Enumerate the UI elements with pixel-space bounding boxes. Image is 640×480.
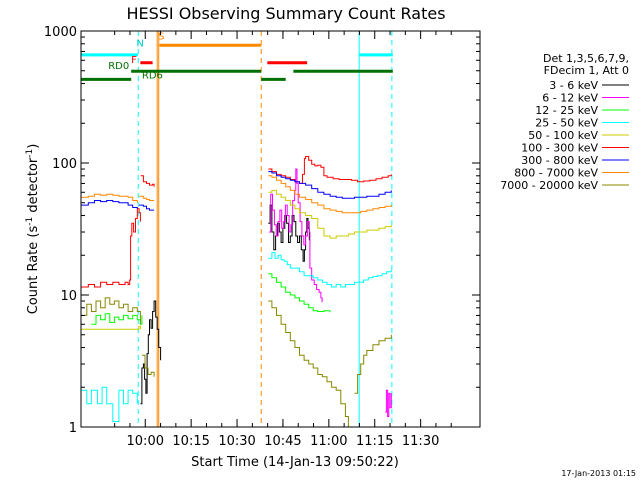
x-tick-label: 11:00	[310, 434, 347, 449]
series-line-8-0	[81, 297, 141, 325]
legend-entry-label: 12 - 25 keV	[535, 104, 598, 117]
series-line-5-2	[268, 156, 392, 184]
y-tick-label: 1000	[44, 25, 77, 40]
series-line-8-1	[141, 354, 155, 377]
x-tick-label: 10:00	[127, 434, 164, 449]
series-line-8-3	[354, 334, 392, 394]
flag-label-n: N	[136, 39, 143, 50]
x-tick-label: 10:30	[218, 434, 255, 449]
series-line-1-0	[268, 168, 323, 303]
legend-entry-label: 7000 - 20000 keV	[500, 179, 598, 192]
chart-title: HESSI Observing Summary Count Rates	[126, 4, 445, 23]
series-line-0-0	[140, 300, 162, 405]
axis-ticks: 10:00 10:15 10:30 10:45 11:00 11:15 11:30 1 10 10…	[44, 25, 480, 449]
series-line-6-1	[138, 204, 155, 211]
series-line-7-2	[268, 175, 392, 214]
legend-entry-label: 25 - 50 keV	[535, 117, 598, 130]
legend-entry-label: 6 - 12 keV	[542, 92, 598, 105]
legend-header-line: FDecim 1, Att 0	[544, 64, 629, 77]
flag-label-s: S	[158, 32, 164, 43]
series-line-5-0	[81, 208, 141, 288]
x-tick-label: 10:15	[172, 434, 209, 449]
legend-entry-label: 300 - 800 keV	[521, 154, 598, 167]
x-tick-label: 10:45	[264, 434, 301, 449]
legend-entry-label: 800 - 7000 keV	[514, 167, 598, 180]
series-line-7-0	[81, 193, 138, 203]
series-line-1-1	[385, 389, 392, 417]
plot-frame	[80, 30, 481, 428]
legend-header-line: Det 1,3,5,6,7,9,	[543, 52, 629, 65]
legend-entry-label: 3 - 6 keV	[549, 79, 598, 92]
flag-label-rd6: RD6	[142, 71, 163, 82]
series-line-3-0	[81, 386, 138, 422]
series-line-6-2	[268, 171, 392, 199]
series-line-4-1	[268, 189, 392, 239]
legend-entry-label: 50 - 100 keV	[528, 129, 598, 142]
series-line-2-0	[91, 313, 143, 325]
x-tick-label: 11:30	[402, 434, 439, 449]
legend-entry-label: 100 - 300 keV	[521, 142, 598, 155]
y-tick-label: 100	[52, 157, 77, 172]
series-line-2-1	[268, 273, 331, 313]
flag-label-rd0: RD0	[108, 61, 129, 72]
legend: Det 1,3,5,6,7,9,FDecim 1, Att 0 3 - 6 keV…	[500, 52, 629, 192]
series-line-0-1	[268, 204, 310, 262]
series-line-7-1	[138, 195, 155, 201]
series-line-4-0	[81, 325, 141, 330]
y-tick-label: 1	[69, 421, 77, 436]
x-axis-label: Start Time (14-Jan-13 09:50:22)	[191, 455, 399, 470]
y-tick-label: 10	[60, 289, 77, 304]
series-line-3-1	[268, 252, 392, 288]
series-line-6-0	[81, 200, 138, 209]
timestamp-label: 17-Jan-2013 01:15	[561, 469, 636, 478]
series-line-8-2	[268, 300, 349, 427]
y-axis-label: Count Rate (s-1 detector-1)	[25, 144, 41, 315]
series-line-5-1	[140, 175, 155, 187]
x-tick-label: 11:15	[356, 434, 393, 449]
flag-label-f: F	[131, 55, 137, 66]
